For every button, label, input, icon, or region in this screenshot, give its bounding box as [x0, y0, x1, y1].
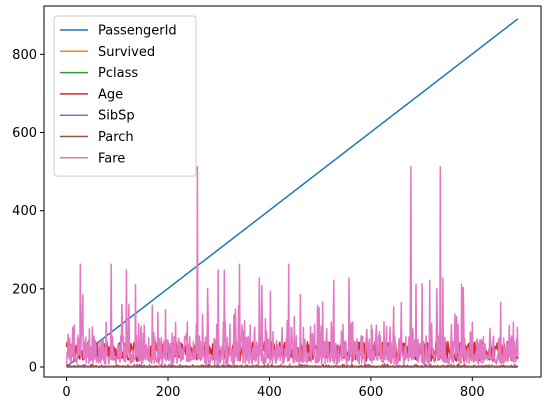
y-tick-label: 600: [12, 126, 37, 141]
series-layer: [65, 18, 519, 368]
x-tick-label: 400: [257, 385, 282, 400]
legend-label-pclass: Pclass: [98, 66, 138, 81]
y-tick-label: 200: [12, 282, 37, 297]
plot-frame: [43, 5, 542, 378]
x-tick-label: 600: [358, 385, 383, 400]
y-tick-label: 800: [12, 48, 37, 63]
legend-label-parch: Parch: [98, 130, 134, 145]
legend-label-age: Age: [98, 87, 123, 102]
legend-label-fare: Fare: [98, 151, 125, 166]
x-tick-label: 200: [156, 385, 181, 400]
legend-label-sibsp: SibSp: [98, 109, 135, 124]
legend-box: [53, 15, 197, 177]
series-line-parch: [65, 363, 519, 368]
x-tick-label: 0: [62, 385, 70, 400]
y-tick-label: 400: [12, 204, 37, 219]
legend-label-passengerid: PassengerId: [98, 24, 177, 39]
legend-label-survived: Survived: [98, 45, 155, 60]
series-line-passengerid: [66, 18, 519, 368]
legend: PassengerId Survived Pclass Age SibSp Parch Fa…: [53, 15, 197, 177]
x-tick-label: 800: [460, 385, 485, 400]
y-tick-label: 0: [29, 360, 37, 375]
series-line-fare: [65, 166, 519, 365]
axis-layer: 0 200 400 600 800 0 200 400 600 800: [12, 48, 485, 400]
